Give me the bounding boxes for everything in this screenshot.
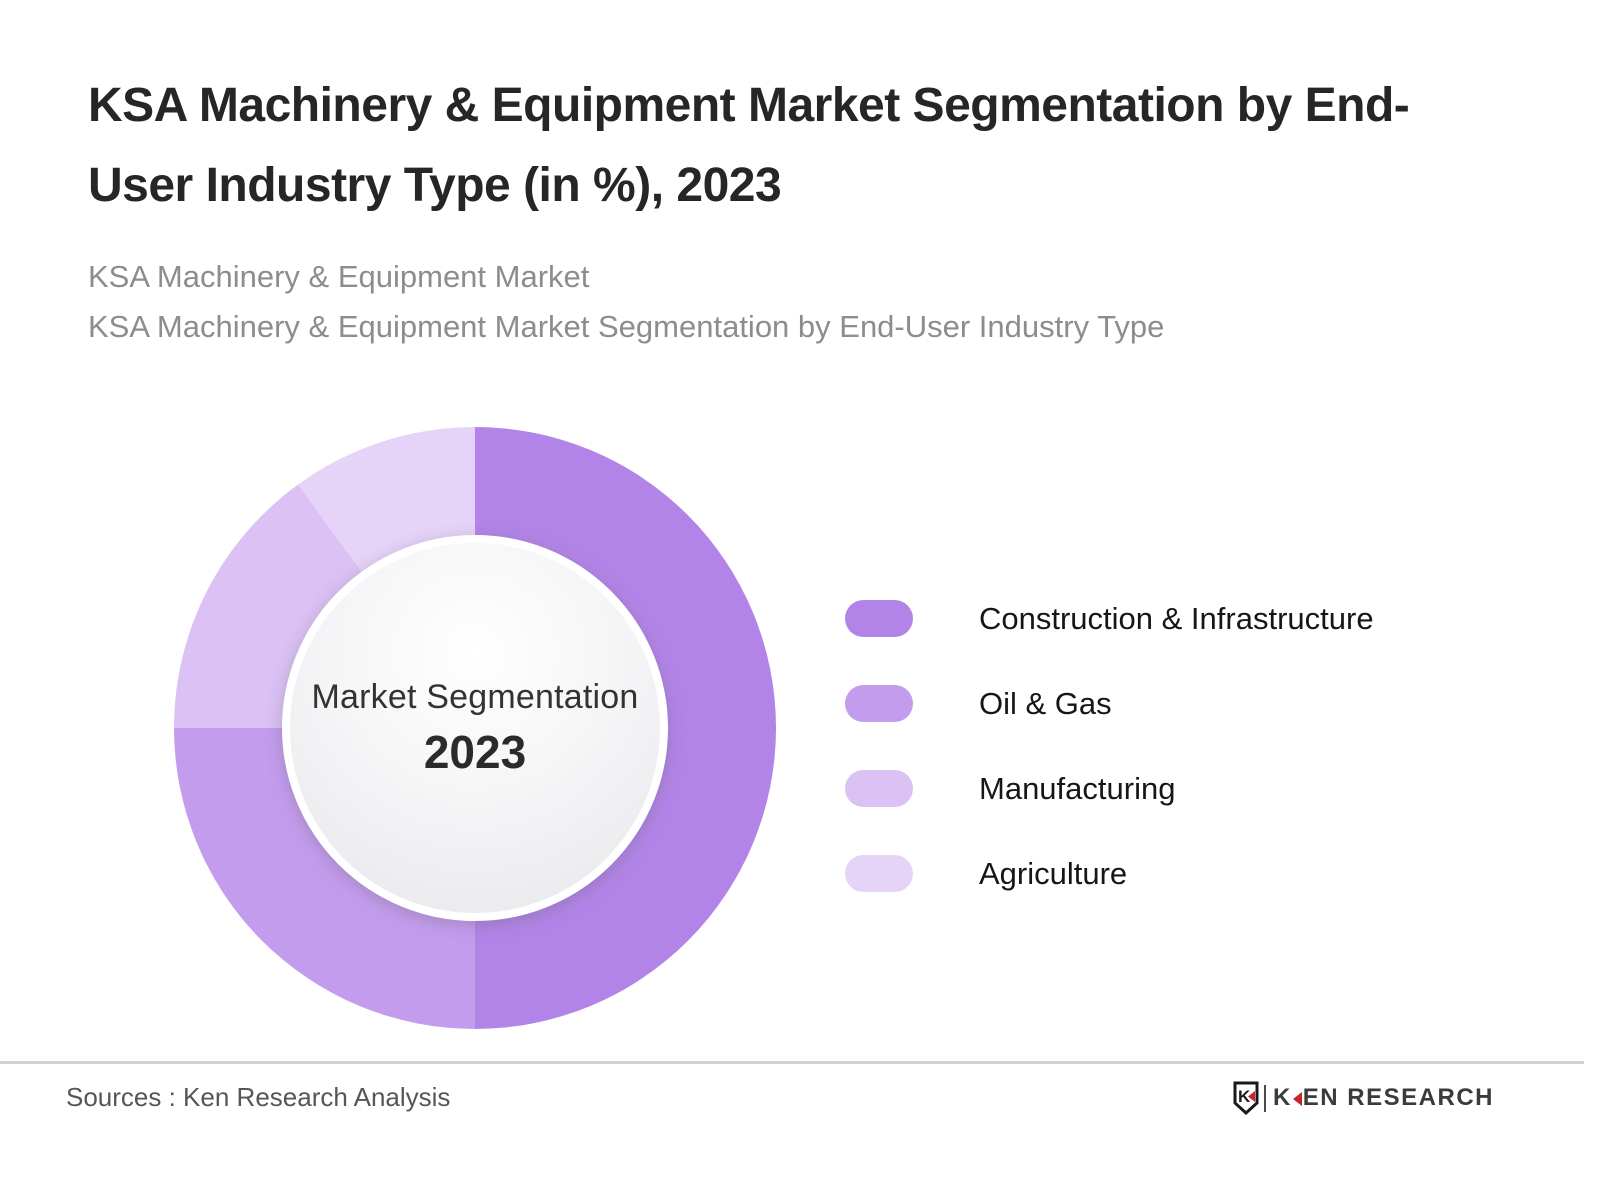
donut-segment-3	[298, 427, 475, 573]
donut-segment-1	[174, 728, 475, 1029]
logo-wordmark-rest: EN RESEARCH	[1302, 1084, 1494, 1111]
page-title-line-2: User Industry Type (in %), 2023	[88, 159, 782, 212]
svg-text:K: K	[1238, 1087, 1251, 1106]
legend-swatch-icon	[845, 855, 913, 892]
legend-swatch-icon	[845, 770, 913, 807]
logo-wordmark-k: K	[1272, 1084, 1292, 1111]
subtitle-line-2: KSA Machinery & Equipment Market Segment…	[88, 309, 1165, 344]
chart-legend: Construction & Infrastructure Oil & Gas …	[845, 600, 1374, 940]
donut-segment-0	[475, 427, 776, 1029]
donut-center-disc: Market Segmentation 2023	[282, 535, 668, 921]
legend-item-manufacturing: Manufacturing	[845, 770, 1374, 807]
legend-swatch-icon	[845, 600, 913, 637]
red-triangle-icon	[1292, 1092, 1302, 1106]
logo-wordmark: K EN RESEARCH	[1273, 1084, 1494, 1112]
footer-divider	[0, 1061, 1584, 1064]
page-subtitle: KSA Machinery & Equipment Market KSA Mac…	[88, 252, 1164, 352]
donut-chart	[174, 427, 776, 1029]
ken-research-logo: K K EN RESEARCH	[1233, 1080, 1494, 1116]
legend-label: Agriculture	[979, 855, 1128, 891]
page-title: KSA Machinery & Equipment Market Segment…	[88, 66, 1410, 226]
legend-label: Oil & Gas	[979, 685, 1112, 721]
legend-swatch-icon	[845, 685, 913, 722]
legend-item-oil-gas: Oil & Gas	[845, 685, 1374, 722]
logo-divider	[1263, 1084, 1266, 1112]
shield-icon: K	[1233, 1081, 1259, 1115]
page-title-line-1: KSA Machinery & Equipment Market Segment…	[88, 79, 1410, 132]
legend-label: Manufacturing	[979, 770, 1176, 806]
donut-segment-2	[174, 484, 363, 728]
source-text: Sources : Ken Research Analysis	[66, 1082, 451, 1112]
donut-center-year: 2023	[423, 725, 527, 778]
donut-center-label: Market Segmentation	[311, 677, 639, 716]
legend-label: Construction & Infrastructure	[979, 600, 1374, 636]
legend-item-construction: Construction & Infrastructure	[845, 600, 1374, 637]
subtitle-line-1: KSA Machinery & Equipment Market	[88, 259, 590, 294]
legend-item-agriculture: Agriculture	[845, 855, 1374, 892]
